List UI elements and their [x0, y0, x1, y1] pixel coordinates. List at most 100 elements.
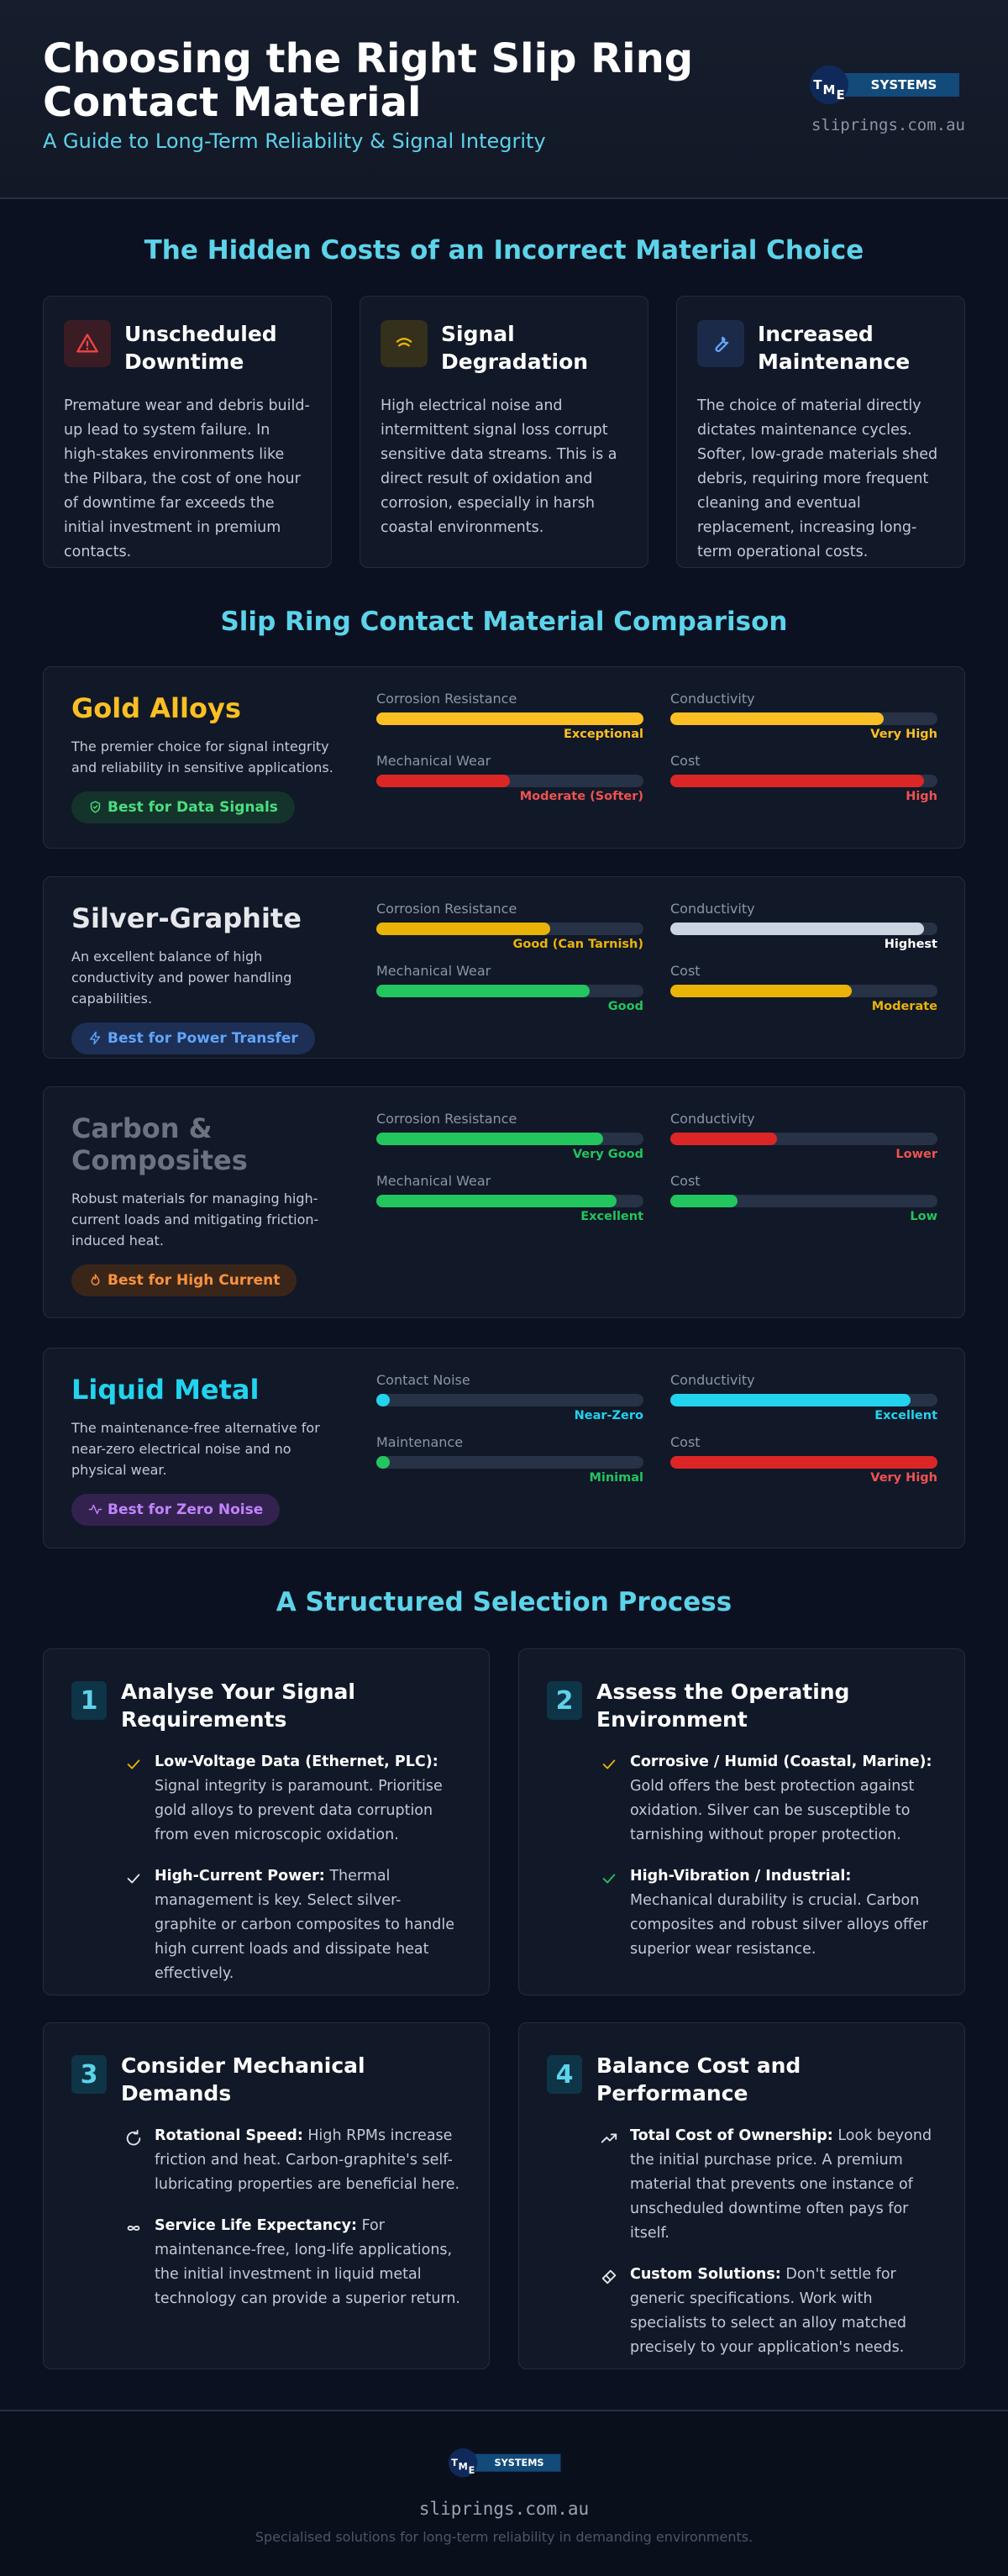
metric-label: Conductivity [670, 1372, 755, 1388]
section-title: The Hidden Costs of an Incorrect Materia… [144, 235, 864, 265]
metric-label: Conductivity [670, 691, 755, 707]
metrics: Corrosion Resistance Exceptional Conductiv… [376, 691, 939, 807]
footer-tagline: Specialised solutions for long-term reli… [255, 2529, 753, 2545]
metric: Cost Very High [670, 1434, 937, 1488]
metric-label: Cost [670, 753, 701, 769]
material-name: Carbon & Composites [71, 1112, 248, 1176]
metric-rating: Moderate (Softer) [519, 790, 643, 803]
metric: Conductivity Highest [670, 901, 937, 954]
material-description: An excellent balance of high conductivit… [71, 949, 292, 1007]
metric-label: Contact Noise [376, 1372, 470, 1388]
metric-rating: Lower [895, 1148, 937, 1161]
icon [127, 1759, 140, 1769]
logo-letter: M [458, 2461, 468, 2473]
item-lead: Rotational Speed: [155, 2127, 303, 2144]
metric-track [376, 712, 643, 725]
metric-rating: Good (Can Tarnish) [512, 938, 643, 951]
metric-rating: Very High [870, 1471, 937, 1485]
metric: Conductivity Lower [670, 1111, 937, 1164]
card-text: Premature wear and debris build-up lead … [64, 397, 310, 560]
icon [90, 801, 101, 813]
icon [91, 1274, 100, 1285]
metric-rating: Near-Zero [574, 1409, 643, 1422]
card-text: The choice of material directly dictates… [697, 397, 938, 560]
metric: Corrosion Resistance Very Good [376, 1111, 643, 1164]
metric-bar [670, 985, 853, 997]
metric-track [376, 1394, 643, 1406]
badge-text: Best for High Current [108, 1272, 281, 1289]
metric-bar [376, 985, 591, 997]
metric-label: Cost [670, 963, 701, 979]
metric-rating: Good [607, 1000, 643, 1013]
item-lead: Corrosive / Humid (Coastal, Marine): [630, 1753, 932, 1770]
item-text: For maintenance-free, long-life applicat… [155, 2217, 460, 2307]
metric-rating: Excellent [580, 1210, 643, 1223]
step-title: Analyse Your Signal Requirements [121, 1680, 355, 1732]
card-text: High electrical noise and intermittent s… [381, 397, 617, 536]
card-icon [697, 320, 744, 367]
metric-bar [376, 1456, 390, 1469]
item-lead: Total Cost of Ownership: [630, 2127, 833, 2144]
metric-track [376, 775, 643, 787]
icon [127, 1874, 140, 1884]
card-icon [64, 320, 111, 367]
badge: Best for Zero Noise [71, 1494, 281, 1526]
step-number: 3 [71, 2055, 107, 2094]
item-lead: High-Current Power: [155, 1868, 325, 1885]
logo-letter: E [468, 2464, 475, 2477]
metric-track [670, 985, 937, 997]
metric: Cost Moderate [670, 963, 937, 1017]
material-card: Silver-Graphite An excellent balance of h… [43, 876, 965, 1059]
material-description: The maintenance-free alternative for nea… [71, 1420, 320, 1478]
badge: Best for Data Signals [71, 791, 295, 823]
metrics: Corrosion Resistance Very Good Conductivit… [376, 1111, 939, 1227]
metrics: Contact Noise Near-Zero Conductivity Excell… [376, 1372, 939, 1488]
metric-bar [670, 1133, 778, 1145]
item-text: Look beyond the initial purchase price. … [630, 2127, 932, 2242]
metric-rating: Very Good [572, 1148, 643, 1161]
step-number: 2 [547, 1681, 582, 1720]
step-item: Rotational Speed: High RPMs increase fri… [126, 2124, 461, 2197]
icon [88, 1504, 102, 1515]
step-item: High-Current Power: Thermal management i… [127, 1864, 461, 1986]
item-text: Signal integrity is paramount. Prioritis… [155, 1778, 443, 1843]
metric-bar [376, 712, 643, 725]
step-item: Service Life Expectancy: For maintenance… [127, 2214, 461, 2311]
material-card: Gold Alloys The premier choice for signal… [43, 666, 965, 849]
logo-letter: E [836, 87, 845, 103]
metric: Mechanical Wear Good [376, 963, 643, 1017]
metric: Cost Low [670, 1173, 937, 1227]
metric-bar [670, 1195, 738, 1207]
icon [602, 1759, 616, 1769]
metric-label: Conductivity [670, 1111, 755, 1127]
metric-rating: High [906, 790, 937, 803]
subtitle: A Guide to Long-Term Reliability & Signa… [43, 129, 546, 153]
material-name: Liquid Metal [71, 1374, 260, 1406]
metric-track [376, 1195, 643, 1207]
metric: Mechanical Wear Moderate (Softer) [376, 753, 643, 807]
material-description: The premier choice for signal integrity … [71, 739, 333, 775]
metric-bar [376, 775, 510, 787]
metric-rating: Very High [870, 728, 937, 741]
material-card: Carbon & Composites Robust materials for … [43, 1086, 965, 1318]
material-card: Liquid Metal The maintenance-free alterna… [43, 1348, 965, 1548]
card-icon [381, 320, 428, 367]
item-text: Don't settle for generic specifications.… [630, 2266, 906, 2356]
badge-text: Best for Zero Noise [108, 1501, 264, 1518]
material-name: Silver-Graphite [71, 902, 302, 934]
metric: Conductivity Very High [670, 691, 937, 744]
item-lead: High-Vibration / Industrial: [630, 1868, 852, 1885]
metric-track [670, 775, 937, 787]
badge: Best for High Current [71, 1264, 297, 1296]
metric-bar [670, 1394, 911, 1406]
metric-label: Conductivity [670, 901, 755, 917]
metric-label: Cost [670, 1434, 701, 1450]
metric-track [670, 1456, 937, 1469]
metric-label: Mechanical Wear [376, 1173, 491, 1189]
card-title: Signal Degradation [441, 322, 589, 374]
metric-track [376, 985, 643, 997]
